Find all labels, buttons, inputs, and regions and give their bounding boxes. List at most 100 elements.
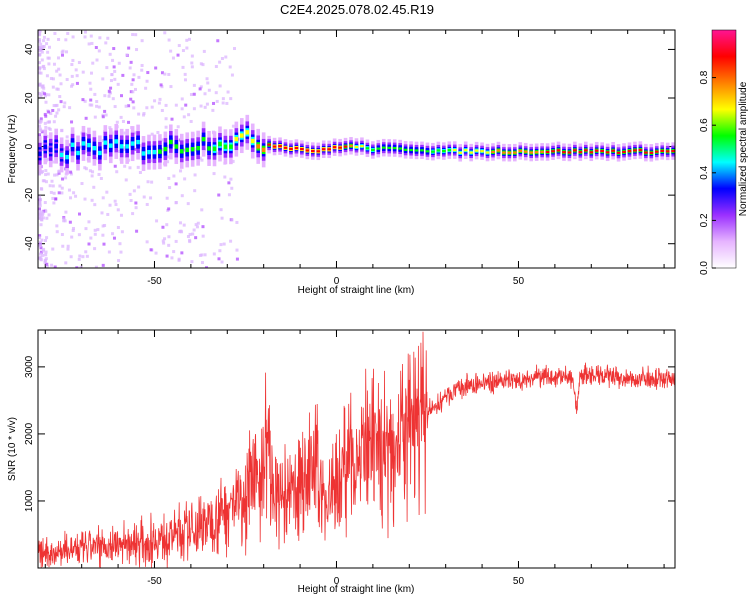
ridge-cell	[392, 146, 397, 150]
noise-cell	[187, 37, 191, 41]
noise-cell	[38, 66, 42, 70]
noise-cell	[90, 198, 94, 202]
noise-cell	[190, 65, 194, 69]
noise-cell	[98, 36, 102, 40]
noise-cell	[64, 210, 68, 214]
noise-cell	[225, 101, 229, 105]
noise-cell	[55, 69, 59, 73]
ridge-cell	[611, 149, 615, 152]
noise-cell	[111, 232, 115, 236]
noise-cell	[83, 197, 87, 201]
ridge-cell	[594, 149, 599, 152]
ridge-cell	[420, 149, 424, 152]
noise-cell	[131, 33, 135, 37]
noise-cell	[74, 68, 78, 72]
ridge-cell	[474, 149, 479, 152]
noise-cell	[61, 244, 65, 248]
noise-cell	[117, 259, 121, 263]
noise-cell	[226, 90, 230, 94]
noise-cell	[44, 114, 48, 118]
noise-cell	[111, 58, 115, 62]
noise-cell	[71, 228, 75, 232]
noise-cell	[178, 221, 182, 225]
noise-cell	[201, 225, 205, 229]
noise-cell	[140, 63, 144, 67]
noise-cell	[127, 46, 131, 50]
noise-cell	[87, 242, 91, 246]
noise-cell	[186, 202, 190, 206]
spectrogram-ytick-label-2: 0	[24, 143, 35, 149]
noise-cell	[78, 254, 82, 258]
noise-cell	[140, 39, 144, 43]
spectrogram-panel: -50 0 50 -40 -20 0 20 40 Height of straight lin…	[7, 29, 676, 296]
noise-cell	[189, 93, 193, 97]
noise-cell	[39, 223, 43, 227]
noise-cell	[119, 250, 123, 254]
noise-cell	[220, 57, 224, 61]
noise-cell	[42, 67, 46, 71]
noise-cell	[192, 107, 196, 111]
noise-cell	[43, 201, 47, 205]
ridge-cell	[240, 133, 244, 138]
noise-cell	[75, 266, 79, 268]
noise-cell	[52, 104, 56, 108]
ridge-cell	[185, 147, 190, 153]
noise-cell	[42, 44, 46, 48]
noise-cell	[165, 223, 169, 227]
noise-cell	[113, 164, 117, 168]
noise-cell	[190, 260, 194, 264]
noise-cell	[103, 223, 107, 227]
noise-cell	[132, 189, 136, 193]
noise-cell	[221, 97, 225, 101]
noise-cell	[192, 83, 196, 87]
noise-cell	[121, 73, 125, 77]
noise-cell	[75, 81, 79, 85]
ridge-cell	[534, 151, 539, 154]
ridge-cell	[567, 151, 572, 154]
ridge-cell	[496, 149, 501, 152]
noise-cell	[77, 257, 81, 261]
noise-cell	[192, 92, 196, 96]
noise-cell	[81, 255, 85, 259]
noise-cell	[46, 120, 50, 124]
noise-cell	[39, 218, 43, 222]
noise-cell	[64, 176, 68, 180]
noise-cell	[46, 172, 50, 176]
noise-cell	[49, 77, 53, 81]
spectrogram-frame	[37, 29, 676, 269]
noise-cell	[163, 31, 167, 35]
noise-cell	[52, 191, 56, 195]
noise-cell	[48, 184, 52, 188]
noise-cell	[137, 185, 141, 189]
noise-cell	[112, 47, 116, 51]
noise-cell	[188, 238, 192, 242]
noise-cell	[38, 243, 42, 247]
noise-cell	[84, 146, 88, 150]
noise-cell	[164, 103, 168, 107]
noise-cell	[52, 62, 56, 66]
noise-cell	[205, 102, 209, 106]
noise-cell	[53, 265, 57, 268]
ridge-cell	[212, 146, 217, 151]
noise-cell	[183, 72, 187, 76]
noise-cell	[81, 98, 85, 102]
noise-cell	[203, 105, 207, 109]
noise-cell	[42, 179, 46, 183]
noise-cell	[40, 210, 44, 214]
spectrogram-xtick-label-0: -50	[147, 276, 162, 287]
noise-cell	[220, 216, 224, 220]
noise-cell	[170, 117, 174, 121]
noise-cell	[134, 206, 138, 210]
noise-cell	[145, 202, 149, 206]
ridge-cell	[234, 136, 239, 142]
noise-cell	[38, 124, 42, 128]
noise-cell	[167, 243, 171, 247]
ridge-cell	[152, 149, 157, 155]
noise-cell	[45, 262, 49, 266]
ridge-cell	[425, 150, 430, 153]
ridge-cell	[545, 150, 550, 154]
noise-cell	[180, 194, 184, 198]
noise-cell	[65, 50, 69, 54]
noise-cell	[38, 30, 42, 34]
noise-cell	[85, 254, 89, 258]
